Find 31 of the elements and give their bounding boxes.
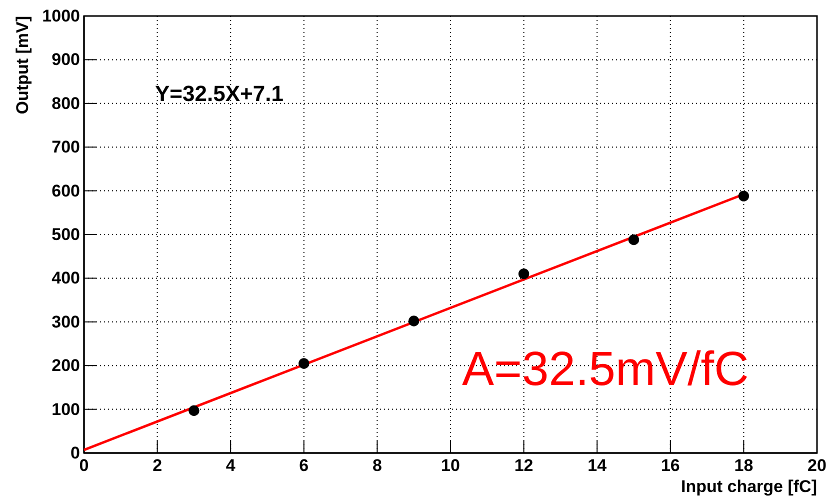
x-tick-label: 10: [441, 456, 460, 476]
y-tick-label: 200: [52, 356, 80, 376]
y-tick-label: 0: [70, 443, 80, 462]
x-tick-label: 18: [734, 456, 754, 476]
x-axis-title: Input charge [fC]: [681, 477, 817, 496]
y-tick-label: 800: [52, 94, 80, 113]
y-tick-label: 100: [52, 400, 80, 419]
y-tick-label: 400: [52, 268, 80, 288]
y-axis-title: Output [mV]: [13, 16, 32, 114]
point: [298, 358, 310, 369]
point: [408, 316, 420, 326]
point: [518, 268, 530, 280]
x-tick-label: 12: [514, 456, 534, 476]
x-tick-label: 2: [152, 456, 162, 476]
x-tick-label: 6: [299, 456, 309, 476]
point: [628, 234, 640, 246]
x-tick-label: 8: [372, 456, 382, 476]
y-tick-label: 1000: [42, 6, 80, 26]
y-tick-label: 600: [52, 181, 80, 200]
y-tick-label: 500: [52, 224, 80, 244]
x-tick-label: 4: [226, 456, 236, 476]
x-tick-label: 20: [808, 456, 826, 476]
point: [188, 405, 200, 416]
annotation: Y=32.5X+7.1: [155, 81, 284, 106]
x-tick-label: 16: [660, 456, 680, 476]
annotation: A=32.5mV/fC: [462, 343, 749, 396]
y-tick-label: 700: [52, 138, 80, 157]
y-tick-label: 300: [52, 312, 80, 332]
point: [738, 190, 750, 202]
y-tick-label: 900: [52, 50, 80, 70]
x-tick-label: 14: [588, 456, 608, 476]
